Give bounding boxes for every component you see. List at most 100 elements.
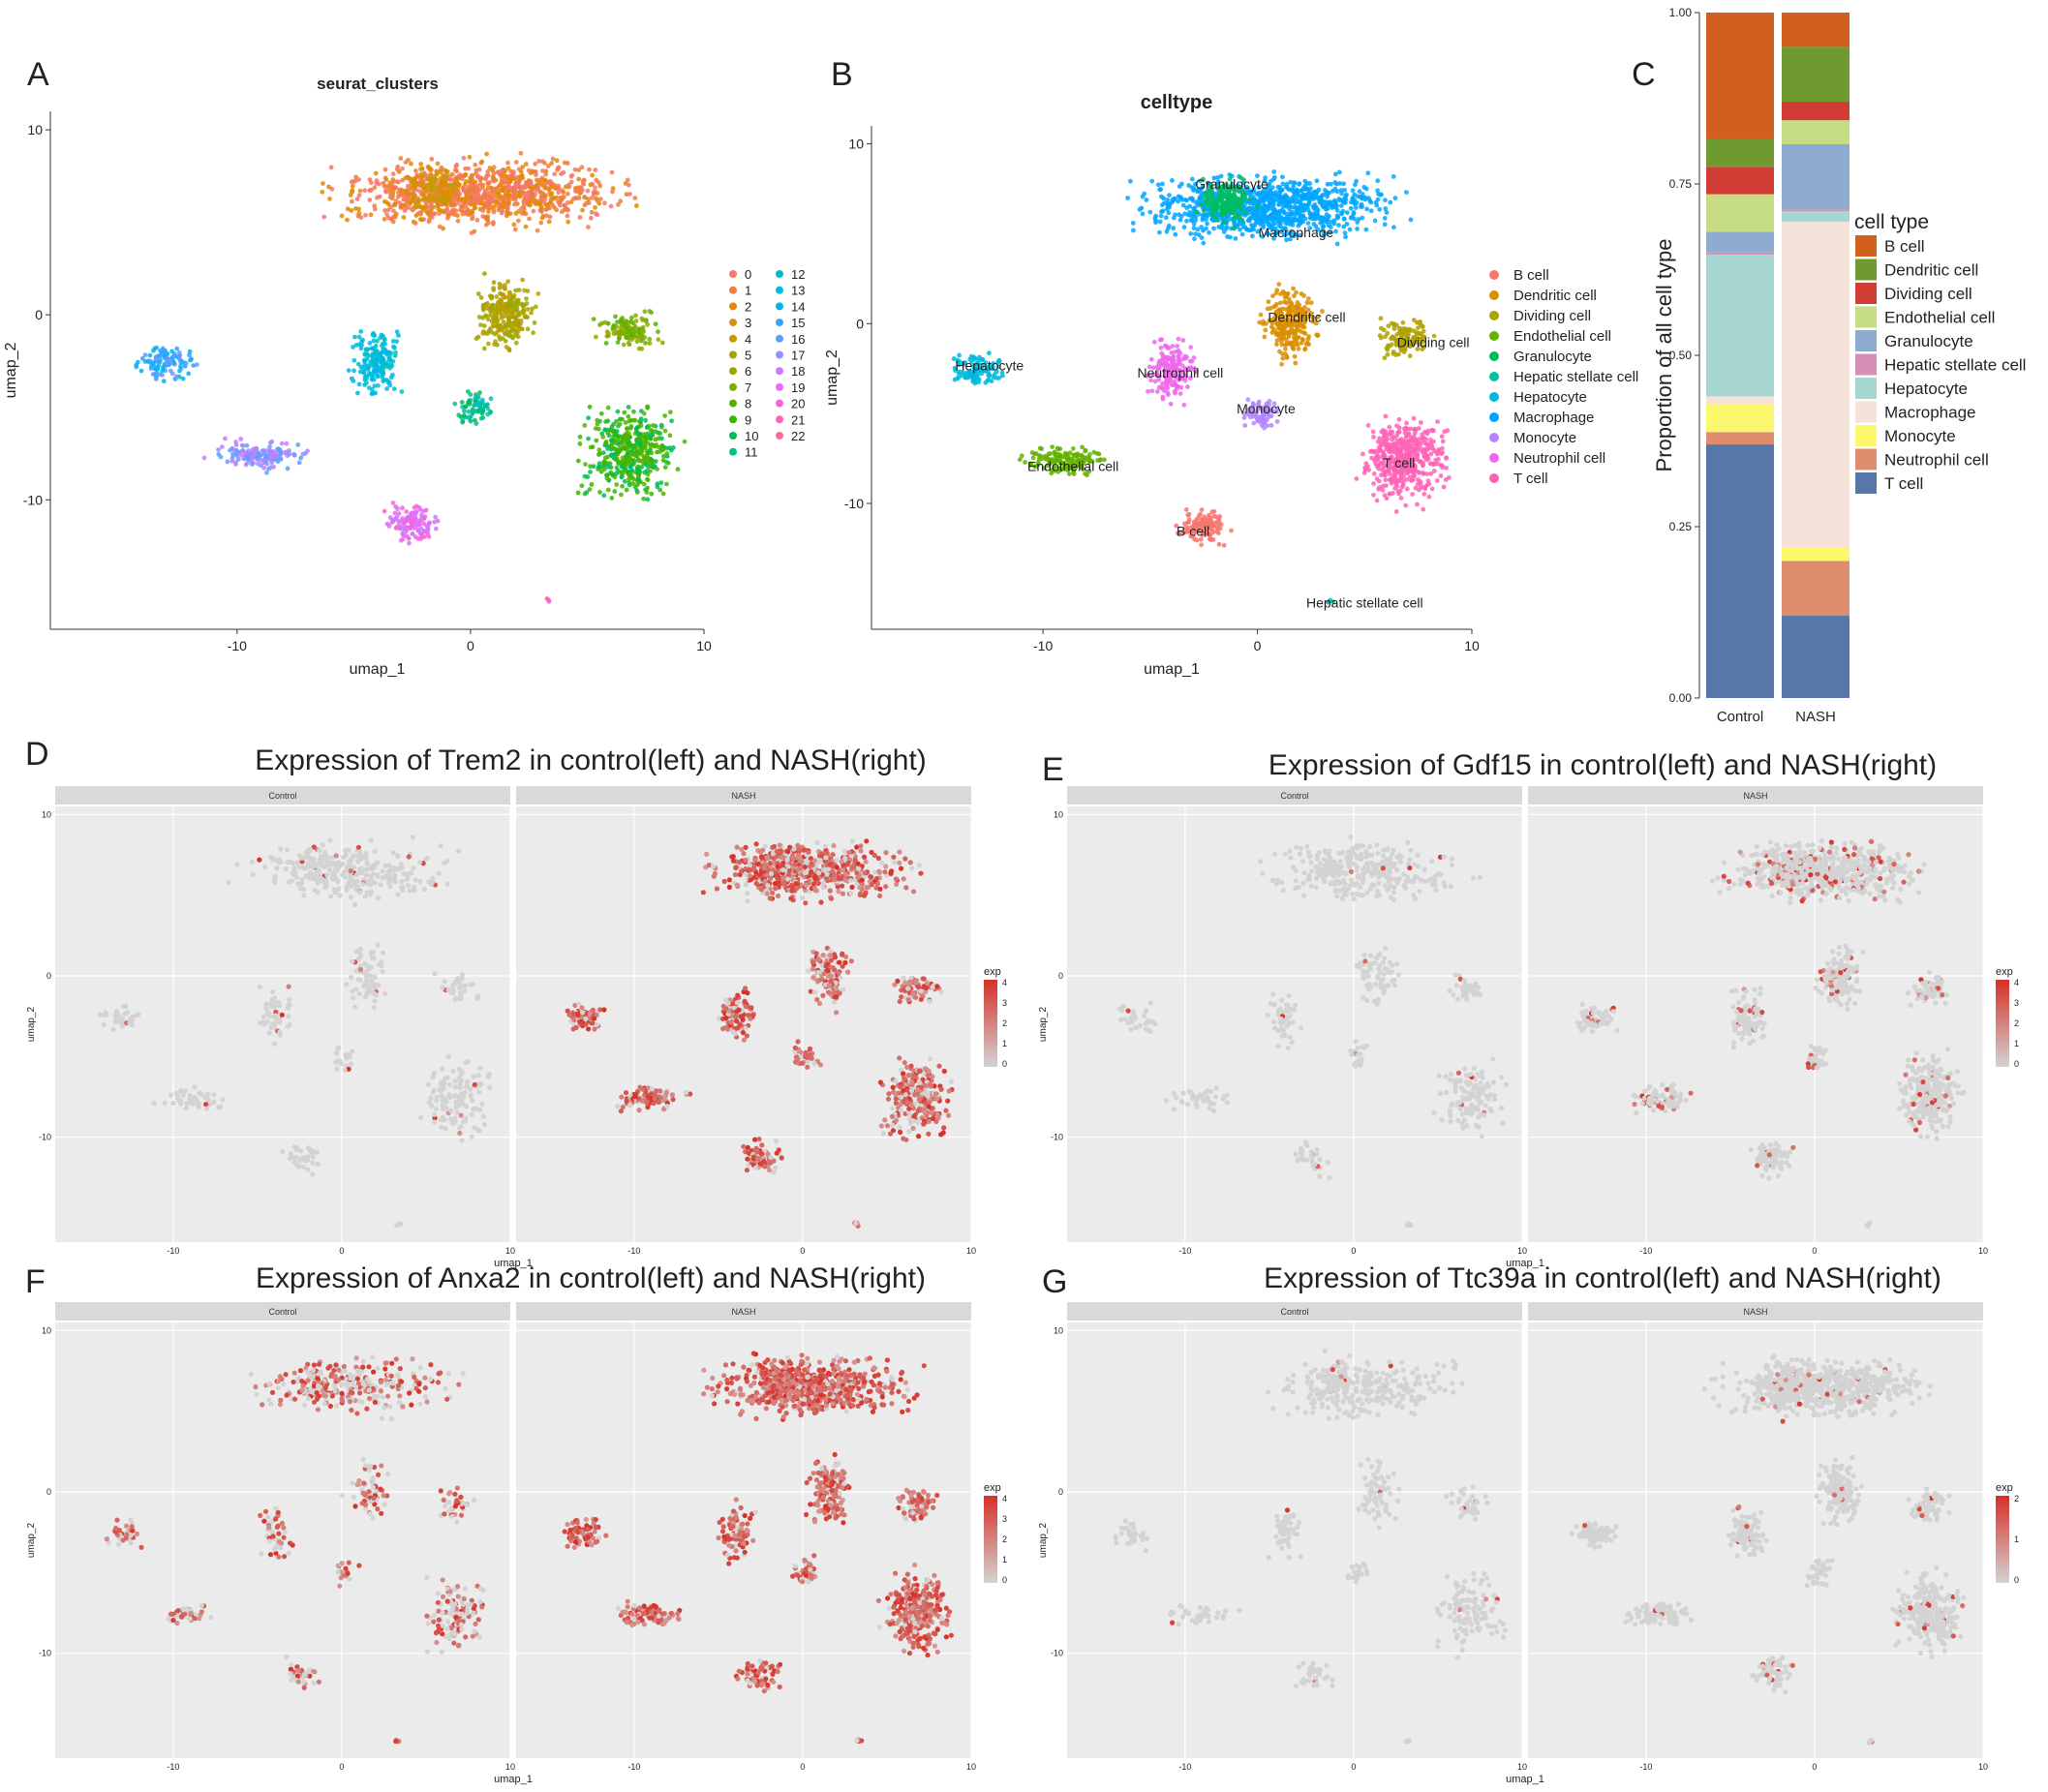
umap-point: [565, 161, 570, 166]
umap-point: [546, 598, 552, 604]
umap-point: [653, 321, 658, 327]
umap-point: [1354, 476, 1360, 481]
umap-point: [255, 455, 260, 461]
umap-point: [497, 281, 503, 287]
umap-point: [487, 166, 493, 170]
umap-point: [1407, 474, 1413, 480]
umap-point: [1257, 216, 1263, 221]
umap-point: [520, 175, 526, 181]
umap-point: [523, 162, 529, 167]
umap-point: [477, 390, 482, 395]
umap-point: [638, 419, 643, 425]
umap-point: [352, 334, 357, 340]
umap-point: [1355, 220, 1360, 226]
umap-point: [533, 161, 538, 167]
umap-point: [619, 318, 624, 322]
umap-point: [1392, 475, 1398, 481]
umap-point: [1302, 183, 1308, 189]
legend-label-cluster-12: 12: [791, 267, 805, 282]
umap-point: [295, 442, 301, 447]
legend-swatch-cluster-15: [776, 319, 783, 327]
umap-point: [526, 167, 532, 173]
umap-point: [531, 330, 535, 336]
legend-label-cluster-1: 1: [745, 284, 751, 298]
umap-point: [450, 193, 456, 198]
legend-label-cluster-6: 6: [745, 364, 751, 379]
umap-point: [1201, 207, 1207, 213]
x-tick-label: 0: [467, 638, 474, 653]
umap-point: [396, 169, 402, 174]
umap-point: [514, 201, 520, 207]
umap-point: [256, 461, 260, 467]
umap-point: [568, 179, 574, 185]
umap-point: [415, 211, 421, 217]
umap-point: [393, 211, 399, 217]
umap-point: [382, 175, 388, 181]
umap-point: [413, 177, 417, 183]
umap-point: [394, 514, 400, 520]
umap-point: [596, 452, 601, 457]
umap-point: [577, 215, 583, 220]
umap-point: [384, 184, 389, 190]
umap-point: [532, 320, 537, 325]
umap-point: [424, 523, 430, 529]
umap-point: [1188, 231, 1194, 236]
umap-point: [586, 415, 591, 421]
umap-point: [1216, 197, 1222, 203]
umap-point: [548, 185, 554, 191]
umap-point: [659, 442, 665, 448]
umap-point: [1290, 198, 1296, 204]
umap-point: [1153, 220, 1158, 226]
umap-point: [550, 202, 555, 208]
umap-point: [427, 217, 432, 223]
umap-point: [382, 341, 387, 347]
umap-point: [474, 167, 479, 173]
umap-point: [1193, 214, 1199, 220]
umap-point: [267, 444, 272, 449]
umap-point: [394, 329, 400, 335]
umap-point: [629, 468, 635, 473]
umap-point: [356, 342, 362, 348]
umap-point: [669, 418, 674, 424]
umap-point: [1284, 300, 1289, 306]
umap-point: [1405, 442, 1411, 448]
umap-point: [466, 208, 471, 214]
umap-point: [376, 382, 381, 388]
umap-point: [645, 321, 650, 327]
umap-point: [626, 413, 631, 419]
umap-point: [413, 168, 418, 173]
umap-point: [362, 382, 367, 387]
umap-point: [519, 205, 524, 211]
umap-point: [320, 189, 325, 195]
umap-point: [1306, 296, 1311, 301]
umap-point: [403, 519, 408, 524]
umap-point: [1404, 486, 1410, 492]
umap-point: [466, 401, 471, 406]
umap-point: [1417, 440, 1421, 446]
umap-point: [483, 196, 489, 200]
umap-point: [399, 389, 405, 394]
umap-point: [1396, 325, 1402, 331]
umap-point: [651, 423, 656, 428]
umap-point: [435, 187, 441, 193]
umap-point: [518, 168, 524, 174]
umap-point: [1338, 203, 1344, 208]
umap-point: [1342, 196, 1347, 201]
umap-point: [1277, 218, 1283, 224]
umap-point: [546, 164, 551, 168]
umap-point: [1192, 236, 1197, 242]
umap-point: [321, 181, 325, 186]
umap-point: [431, 211, 437, 217]
umap-point: [479, 159, 485, 165]
umap-point: [1334, 213, 1340, 219]
umap-point: [154, 355, 159, 361]
umap-point: [1363, 227, 1369, 232]
umap-point: [598, 469, 604, 474]
legend-label-cluster-5: 5: [745, 349, 751, 363]
umap-point: [1289, 301, 1295, 306]
umap-point: [1438, 473, 1444, 478]
umap-point: [636, 476, 641, 482]
umap-point: [1324, 199, 1330, 205]
umap-point: [1204, 226, 1208, 231]
umap-point: [1391, 435, 1397, 440]
